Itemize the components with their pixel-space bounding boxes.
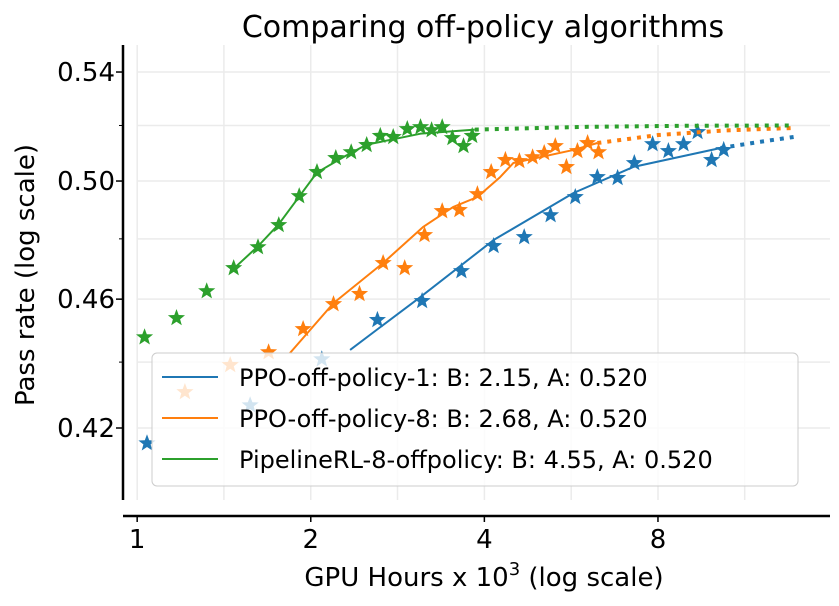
series-2 [136,118,795,345]
data-point [443,129,461,146]
data-point [308,163,326,180]
data-point [351,284,369,302]
data-point [324,295,343,312]
x-tick-label: 1 [129,525,146,555]
data-point [270,216,288,233]
data-point [515,228,533,245]
data-point [579,134,597,151]
data-point [452,262,470,279]
data-point [290,187,308,204]
data-point [136,328,154,345]
data-point [433,202,451,219]
data-point [398,120,416,137]
data-point [374,254,392,271]
data-point [557,157,575,175]
x-axis-label-main: GPU Hours x 10 [304,563,508,593]
data-point [225,259,243,276]
data-point [198,282,216,299]
legend-label: PPO-off-policy-8: B: 2.68, A: 0.520 [239,405,648,433]
data-point [249,238,267,255]
data-point [396,259,414,276]
legend: PPO-off-policy-1: B: 2.15, A: 0.520 PPO-o… [151,352,799,487]
data-point [644,135,662,152]
data-point [496,150,514,168]
data-point [609,168,627,186]
data-point [450,200,468,218]
data-point [384,128,402,145]
x-axis-label: GPU Hours x 103 (log scale) [304,559,663,593]
data-point [625,154,643,171]
extrapolation-line [474,123,795,132]
data-point [260,343,278,360]
data-point [423,121,441,138]
legend-box [151,352,799,487]
data-point [468,185,486,202]
data-point [416,226,434,243]
data-point [510,152,528,169]
axes: 1 2 4 8 0.42 0.46 0.50 0.54 [57,45,830,555]
data-point [138,434,156,451]
data-point [590,143,608,160]
data-point [566,188,584,205]
data-point [588,168,606,185]
chart-title: Comparing off-policy algorithms [242,10,724,45]
series-1 [176,125,795,400]
data-point [327,149,345,166]
legend-label: PipelineRL-8-offpolicy: B: 4.55, A: 0.52… [239,446,713,474]
data-point [703,150,721,168]
data-point [342,143,360,160]
data-point [524,148,542,165]
data-point [485,237,503,254]
data-point [167,309,185,326]
data-point [454,137,472,154]
extrapolation-line [720,134,794,150]
y-tick-label: 0.50 [57,167,115,197]
x-axis-label-exponent: 3 [509,559,520,580]
data-point [542,206,560,223]
data-point [568,142,586,159]
data-point [463,126,481,144]
x-axis-label-suffix: (log scale) [520,563,663,593]
grid [136,45,830,500]
data-point [675,135,693,152]
x-tick-label: 4 [476,525,493,555]
y-tick-label: 0.42 [57,414,115,444]
y-tick-label: 0.54 [57,58,115,88]
y-tick-label: 0.46 [57,285,115,315]
fit-line [349,147,721,351]
fit-line [289,142,598,354]
x-tick-label: 2 [302,525,319,555]
x-tick-label: 8 [650,525,667,555]
data-point [715,140,733,158]
data-point [413,292,431,309]
data-point [535,144,553,161]
data-point [358,136,376,153]
data-point [371,126,389,144]
data-point [433,118,451,135]
data-point [482,163,500,180]
extrapolation-line [597,125,795,146]
data-point [294,320,312,337]
y-axis-label: Pass rate (log scale) [11,144,41,406]
data-point [659,142,677,159]
legend-label: PPO-off-policy-1: B: 2.15, A: 0.520 [239,364,648,392]
data-point [412,118,430,135]
data-point [368,310,386,328]
data-point [546,137,564,154]
